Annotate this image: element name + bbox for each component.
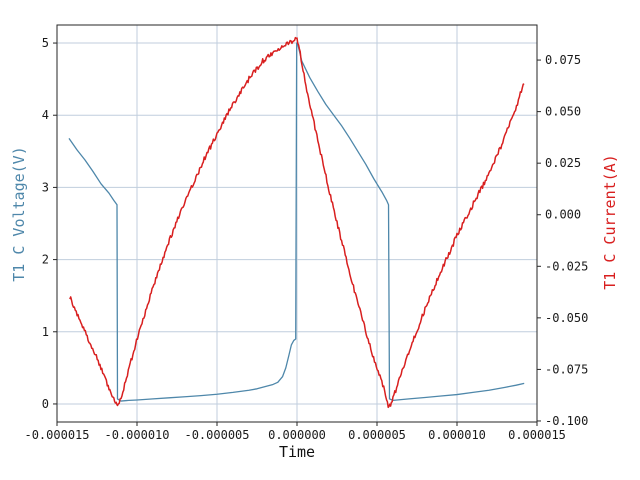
y-tick-label-right: -0.100 bbox=[545, 414, 588, 428]
y-tick-label-left: 3 bbox=[42, 180, 49, 194]
y-tick-label-left: 4 bbox=[42, 108, 49, 122]
x-tick-label: -0.000005 bbox=[184, 428, 249, 442]
x-tick-label: 0.000015 bbox=[508, 428, 566, 442]
y-tick-label-right: -0.075 bbox=[545, 362, 588, 376]
x-tick-label: -0.000015 bbox=[24, 428, 89, 442]
y-tick-label-right: 0.000 bbox=[545, 208, 581, 222]
y-tick-label-right: -0.050 bbox=[545, 311, 588, 325]
y-tick-label-left: 5 bbox=[42, 36, 49, 50]
x-tick-label: 0.000000 bbox=[268, 428, 326, 442]
voltage-trace bbox=[68, 42, 525, 402]
y-tick-label-right: 0.025 bbox=[545, 156, 581, 170]
y-tick-label-left: 2 bbox=[42, 253, 49, 267]
current-trace bbox=[69, 36, 525, 409]
x-tick-label: 0.000005 bbox=[348, 428, 406, 442]
y-tick-label-left: 0 bbox=[42, 397, 49, 411]
y-tick-label-right: -0.025 bbox=[545, 259, 588, 273]
x-tick-label: -0.000010 bbox=[104, 428, 169, 442]
x-tick-label: 0.000010 bbox=[428, 428, 486, 442]
y-tick-label-right: 0.050 bbox=[545, 105, 581, 119]
y-tick-label-left: 1 bbox=[42, 325, 49, 339]
y-tick-label-right: 0.075 bbox=[545, 53, 581, 67]
